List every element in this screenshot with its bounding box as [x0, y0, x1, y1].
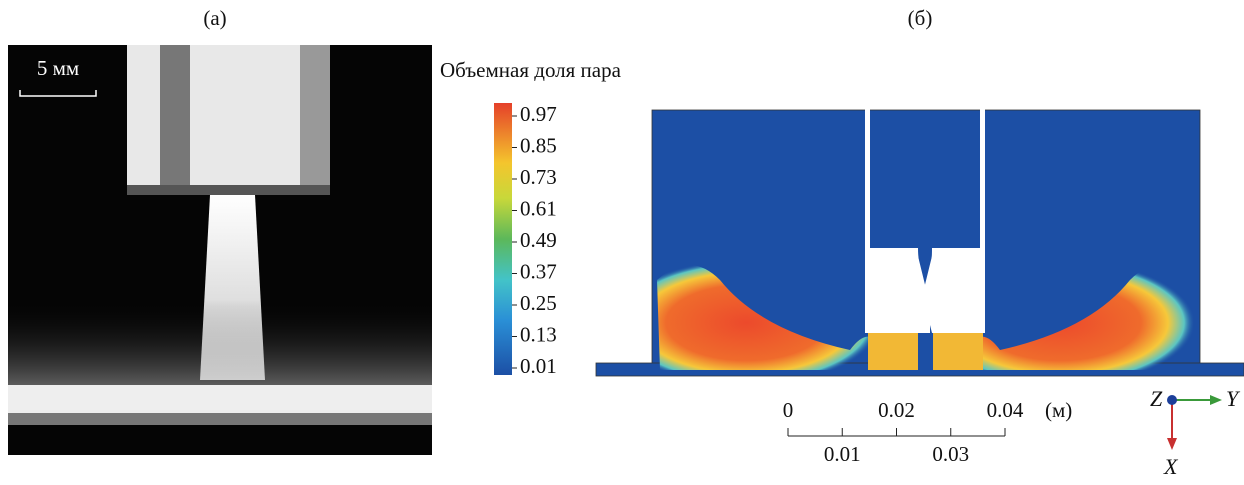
axis-label: Y: [1226, 386, 1241, 411]
simulation: [596, 108, 1244, 376]
colorbar-tick-label: 0.85: [520, 133, 557, 157]
panel-label: (а): [203, 6, 226, 30]
arrowhead: [1210, 395, 1222, 405]
scale-unit: (м): [1045, 398, 1072, 422]
colorbar: [494, 103, 512, 375]
scale-tick-label: 0.04: [987, 398, 1024, 422]
scale-tick-label: 0.01: [824, 442, 861, 466]
panel-label: (б): [908, 6, 933, 30]
colorbar-title: Объемная доля пара: [440, 58, 622, 82]
colorbar-tick-label: 0.13: [520, 322, 557, 346]
arrowhead: [1167, 438, 1177, 450]
colorbar-tick-label: 0.25: [520, 291, 557, 315]
colorbar-tick-label: 0.37: [520, 259, 557, 283]
colorbar-tick-label: 0.73: [520, 165, 557, 189]
axis-label: Z: [1150, 386, 1163, 411]
colorbar-tick-label: 0.01: [520, 354, 557, 378]
scale-tick-label: 0.02: [878, 398, 915, 422]
colorbar-tick-label: 0.61: [520, 196, 557, 220]
scale-tick-label: 0: [783, 398, 794, 422]
colorbar-tick-label: 0.97: [520, 102, 557, 126]
scale-bar-label: 5 мм: [37, 56, 79, 80]
scale-tick-label: 0.03: [932, 442, 969, 466]
axis-label: X: [1163, 454, 1179, 479]
photo: [8, 45, 432, 455]
z-axis-dot: [1167, 395, 1177, 405]
colorbar-tick-label: 0.49: [520, 228, 557, 252]
figure: (а) (б) 5 мм Объемная доля пара 0.97 0.85…: [0, 0, 1244, 480]
